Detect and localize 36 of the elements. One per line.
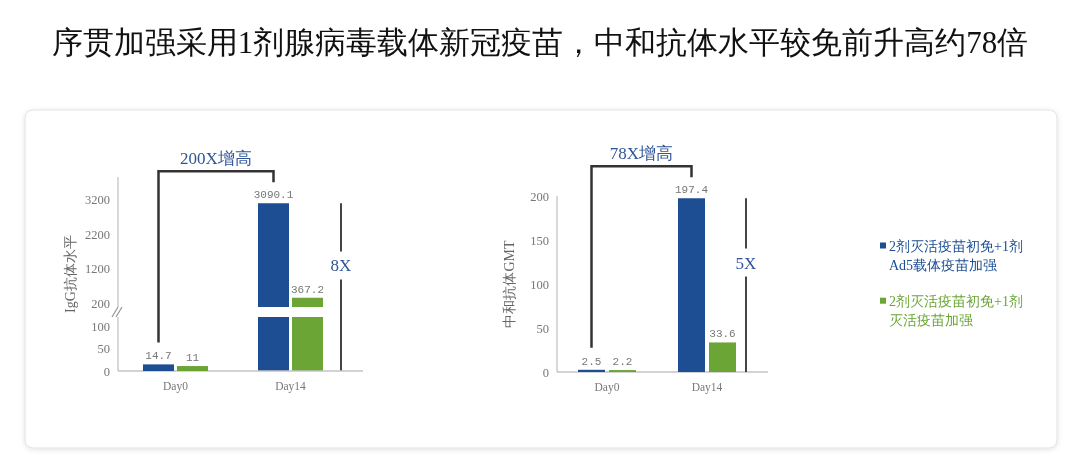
text: 200X增高 — [180, 149, 252, 169]
legend-label: 2剂灭活疫苗初免+1剂灭活疫苗加强 — [889, 294, 1023, 328]
y-tick-label: 3200 — [85, 193, 110, 208]
y-tick-label: 0 — [103, 364, 110, 379]
y-axis-title: 中和抗体GMT — [501, 240, 517, 328]
x-tick-label: Day0 — [594, 381, 620, 394]
y-tick-label: 1200 — [85, 262, 110, 277]
x-tick-label: Day0 — [163, 380, 189, 393]
bar — [678, 198, 705, 372]
data-label: 197.4 — [674, 184, 709, 197]
legend-label: 2剂灭活疫苗初免+1剂Ad5载体疫苗加强 — [889, 239, 1023, 273]
y-tick-label: 200 — [530, 189, 549, 204]
bar — [709, 342, 736, 372]
bar — [578, 369, 605, 372]
y-tick-label: 100 — [91, 319, 110, 334]
y-tick-label: 50 — [536, 321, 549, 336]
data-label: 14.7 — [145, 350, 172, 363]
annotation: 8X — [330, 256, 352, 276]
text: 序贯加强采用1剂腺病毒载体新冠疫苗，中和抗体水平较免前升高约78倍 — [51, 25, 1029, 60]
y-tick-label: 200 — [91, 297, 110, 312]
text: 78X增高 — [609, 144, 674, 164]
x-tick-label: Day14 — [275, 380, 307, 393]
data-label: 3090.1 — [253, 189, 294, 202]
y-tick-label: 150 — [530, 233, 549, 248]
data-label: 2.5 — [581, 355, 602, 368]
y-tick-label: 50 — [97, 342, 110, 356]
y-tick-label: 0 — [542, 365, 549, 380]
x-tick-label: Day14 — [691, 381, 723, 394]
y-tick-label: 2200 — [85, 227, 110, 242]
annotation: 5X — [735, 253, 757, 273]
data-label: 367.2 — [290, 283, 325, 296]
y-axis-title: IgG抗体水平 — [62, 235, 78, 313]
data-label: 2.2 — [612, 356, 633, 369]
data-label: 11 — [185, 352, 200, 365]
y-tick-label: 100 — [530, 277, 549, 292]
data-label: 33.6 — [709, 328, 736, 341]
